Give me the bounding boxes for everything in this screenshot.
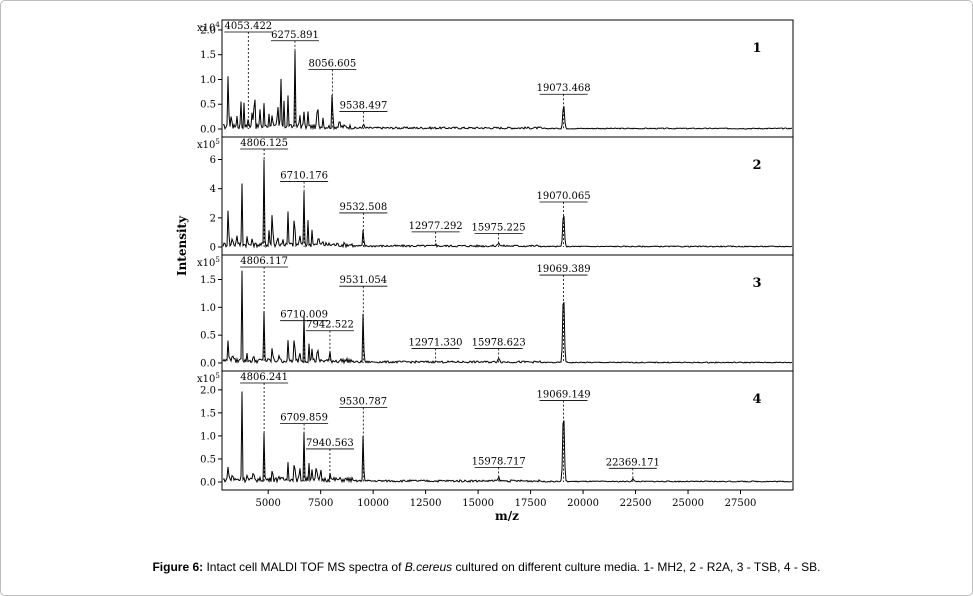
caption-text-after: cultured on different culture media. 1- … [452,560,821,574]
peak-label: 4806.117 [240,256,288,267]
y-tick-label: 0.0 [200,359,216,370]
peak-label: 9532.508 [339,202,387,213]
x-tick-label: 17500 [515,498,547,509]
scale-exponent: 5 [215,138,219,146]
panel-number: 1 [752,41,761,56]
y-tick-label: 2.0 [200,25,216,36]
peak-label: 6710.009 [280,310,328,321]
y-tick-label: 0 [210,243,216,254]
y-tick-label: 0.5 [200,100,216,111]
y-tick-label: 1.0 [200,431,216,442]
spectrum-line [222,159,793,249]
scale-label: x104 [197,21,220,34]
peak-label: 12977.292 [409,221,463,232]
x-tick-label: 10000 [357,498,389,509]
peak-label: 19073.468 [537,83,591,94]
panel-number: 2 [752,158,761,173]
peak-label: 7940.563 [306,438,354,449]
x-tick-label: 27500 [725,498,757,509]
caption-species: B.cereus [404,560,453,574]
peak-label: 8056.605 [308,58,356,69]
x-axis: 5000 7500 10000 12500 15000 17500 20000 22500 25… [255,490,756,509]
y-tick-label: 2.0 [200,385,216,396]
peak-label: 19069.149 [536,390,590,401]
peak-label: 6709.859 [280,413,328,424]
x-tick-label: 20000 [567,498,599,509]
x-tick-label: 22500 [620,498,652,509]
peak-label: 4053.422 [224,21,272,32]
panel-number: 3 [752,276,761,291]
x-tick-label: 25000 [672,498,704,509]
y-tick-label: 0.5 [200,331,216,342]
scale-label: x105 [197,372,220,385]
y-axis-title: Intensity [175,215,189,276]
y-tick-label: 1.0 [200,303,216,314]
panel-3: 0.0 0.5 1.0 1.5 x105 3 4806.117 6710.0097942.52… [197,254,794,372]
peak-label: 7942.522 [306,320,354,331]
figure-caption: Figure 6: Intact cell MALDI TOF MS spect… [0,560,973,574]
y-tick-label: 6 [210,155,216,166]
peak-label: 22369.171 [606,457,660,468]
y-tick-label: 1.0 [200,75,216,86]
scale-exponent: 5 [215,256,219,264]
peak-label: 9531.054 [339,275,387,286]
caption-label: Figure 6: [152,560,204,574]
peak-label: 15978.717 [472,456,526,467]
panel-number: 4 [752,392,761,407]
spectrum-line [222,391,793,484]
spectra-panels: 0.00.51.01.52.0x10414053.4226275.8918056… [197,19,794,491]
y-tick-label: 4 [210,184,216,195]
peak-label: 19069.389 [536,264,590,275]
y-tick-label: 0.5 [200,454,216,465]
y-tick-label: 0.0 [200,478,216,489]
peak-label: 4806.241 [240,372,288,383]
peak-label: 12971.330 [408,338,462,349]
peak-label: 9538.497 [340,101,388,112]
peak-label: 6710.176 [280,171,328,182]
scale-exponent: 4 [215,21,220,29]
y-tick-label: 0.0 [200,125,216,136]
y-tick-label: 2 [210,213,216,224]
peak-label: 4806.125 [240,138,288,149]
peak-label: 6275.891 [271,30,319,41]
peak-label: 9530.787 [339,396,387,407]
y-tick-label: 1.5 [200,275,216,286]
scale-exponent: 5 [215,372,219,380]
x-tick-label: 12500 [410,498,442,509]
panel-frame [221,370,794,491]
y-tick-label: 1.5 [200,50,216,61]
peak-label: 19070.065 [537,191,591,202]
spectrum-line [222,50,793,131]
scale-label: x105 [197,138,220,151]
peak-label: 15975.225 [472,222,526,233]
x-axis-title: m/z [495,509,519,523]
x-tick-label: 7500 [308,498,333,509]
peak-label: 15978.623 [472,338,526,349]
y-tick-label: 1.5 [200,408,216,419]
scale-label: x105 [197,256,220,269]
x-tick-label: 5000 [255,498,280,509]
spectrum-line [222,270,793,365]
panel-2: 0 2 4 6 x105 2 4806.125 6710.176 9532.508 12977.2… [197,136,794,256]
caption-text-before: Intact cell MALDI TOF MS spectra of [203,560,405,574]
x-tick-label: 15000 [462,498,494,509]
